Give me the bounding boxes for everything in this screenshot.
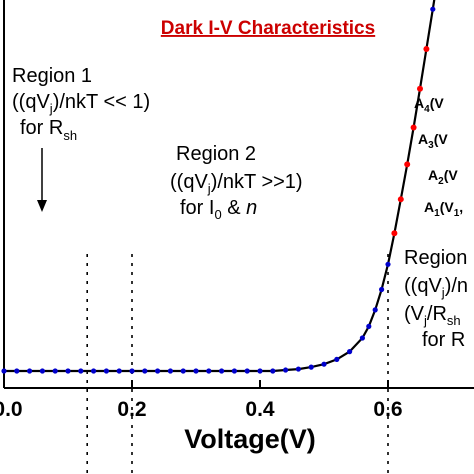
dashed-region-lines [86,254,389,474]
region3-annotation: Region ((qVj)/n (Vj/Rsh for R [404,247,468,351]
region1-annotation: Region 1 ((qVj)/nkT << 1) for Rsh [12,65,150,212]
data-point [103,368,109,374]
data-point [52,368,58,374]
label-a1: A1(V1, [424,199,463,219]
region3-line2: ((qVj)/n [404,275,468,300]
data-point [295,366,301,372]
region2-annotation: Region 2 ((qVj)/nkT >>1) for I0 & n [170,143,303,222]
data-point [283,367,289,373]
chart-title: Dark I-V Characteristics [161,18,375,39]
data-point [379,286,385,293]
region3-line1: Region [404,247,467,269]
data-point [321,361,327,367]
data-point [347,349,353,355]
x-tick-label: 0.2 [117,398,146,421]
data-point [206,368,212,374]
data-point [244,368,250,374]
region2-line3: for I0 & n [180,197,257,222]
data-point [334,356,340,362]
data-point [219,368,225,374]
region2-line1: Region 2 [176,143,256,165]
x-tick-label: 0.6 [373,398,402,421]
x-tick-marks [3,380,389,388]
data-point [1,368,7,374]
highlight-point [417,85,423,92]
data-point [155,368,161,374]
x-tick-label: 0.0 [0,398,23,421]
point-labels: A4(V A3(V A2(V A1(V1, [414,95,463,219]
data-point [78,368,84,374]
data-point [308,364,314,370]
data-point [180,368,186,374]
region1-line3: for Rsh [20,117,77,143]
region2-line2: ((qVj)/nkT >>1) [170,171,303,196]
highlight-point [410,124,417,131]
label-a4: A4(V [414,95,444,115]
region1-line2: ((qVj)/nkT << 1) [12,91,150,116]
data-point [14,368,20,374]
data-point [142,368,148,374]
x-tick-labels: 0.0 0.2 0.4 0.6 [0,398,403,421]
data-point [366,323,372,329]
data-point [257,368,263,374]
region3-line4: for R [422,329,465,351]
x-tick-label: 0.4 [245,398,275,421]
data-point [231,368,237,374]
data-point [359,335,365,341]
region3-line3: (Vj/Rsh [404,303,461,328]
highlight-point [423,45,430,52]
highlight-point [391,230,398,237]
data-point [167,368,173,374]
x-axis-label: Voltage(V) [184,424,316,454]
data-point [65,368,71,374]
series-layer [1,0,436,374]
highlight-point [404,161,411,168]
label-a3: A3(V [418,131,448,151]
highlight-point [397,196,404,203]
data-point [91,368,97,374]
label-a2: A2(V [428,167,458,187]
data-point [430,6,436,12]
data-point [116,368,122,374]
data-point [129,368,135,374]
data-point [39,368,46,374]
data-point [372,307,378,313]
region1-line1: Region 1 [12,65,92,87]
data-point [27,368,33,374]
region1-arrow-head [37,200,47,212]
data-point [193,368,199,374]
data-point [270,368,276,374]
data-point [385,261,391,267]
